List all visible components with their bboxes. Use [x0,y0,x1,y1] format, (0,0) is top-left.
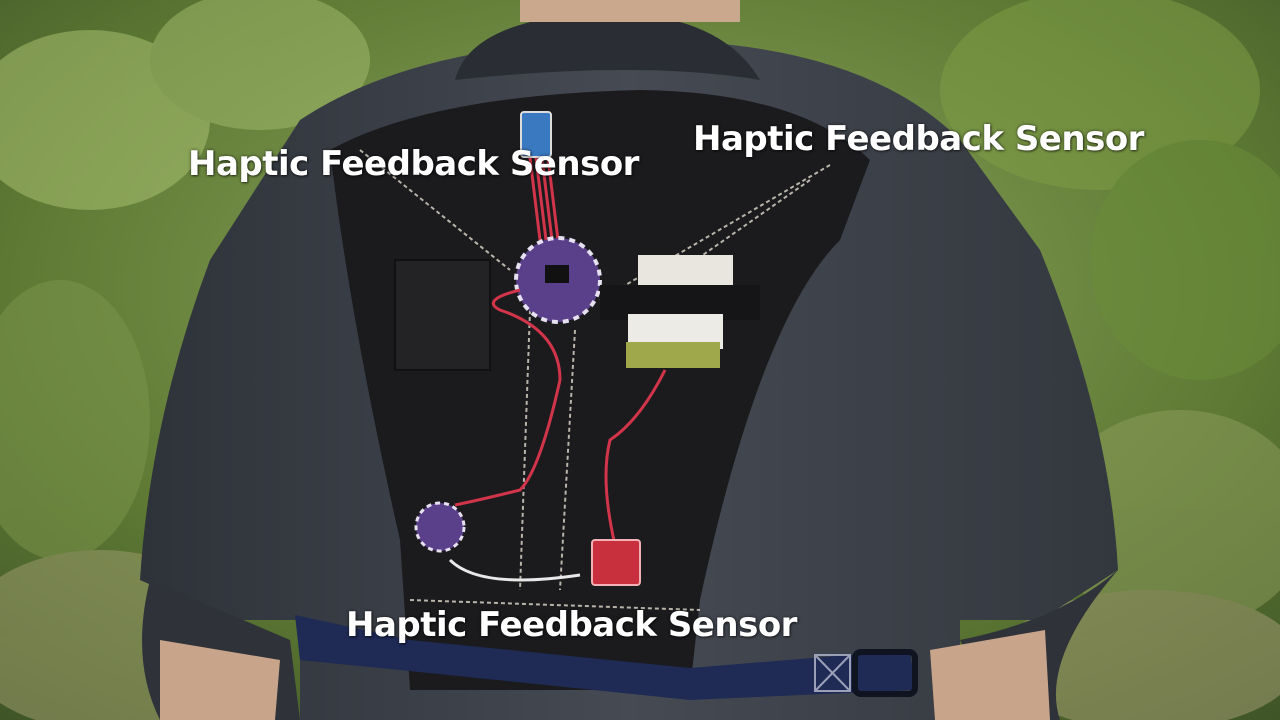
vest [330,90,870,690]
caption-haptic-sensor-bottom: Haptic Feedback Sensor [346,605,797,645]
right-arm [930,630,1050,720]
white-wire [448,558,581,582]
bluetooth-module [520,111,552,158]
upper-pad [638,255,733,287]
left-arm [160,640,280,720]
neck [520,0,740,22]
strap-label [814,654,851,692]
ribbon-wires [528,157,560,241]
caption-haptic-sensor-left: Haptic Feedback Sensor [188,144,639,184]
sensor-wires [454,288,667,546]
strap-label-mark [814,654,851,692]
chest-strap [295,615,915,700]
strap-buckle [852,649,918,697]
vest-pocket [394,259,491,371]
battery-pack [626,342,720,368]
collar [455,12,760,80]
vibration-motor-board [414,501,466,553]
sensor-board [591,539,641,586]
caption-haptic-sensor-right: Haptic Feedback Sensor [693,119,1144,159]
microcontroller-chip [545,265,569,283]
